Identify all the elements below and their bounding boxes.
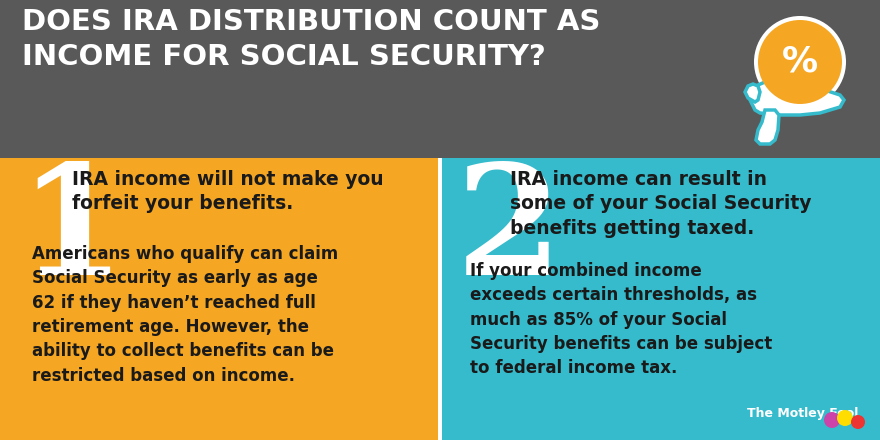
PathPatch shape <box>756 110 779 144</box>
Bar <box>441 158 880 440</box>
Text: DOES IRA DISTRIBUTION COUNT AS: DOES IRA DISTRIBUTION COUNT AS <box>22 8 600 36</box>
Circle shape <box>758 20 842 104</box>
Text: %: % <box>782 44 818 78</box>
Circle shape <box>837 410 853 426</box>
Bar <box>438 158 442 440</box>
Bar <box>0 158 440 440</box>
PathPatch shape <box>750 77 844 115</box>
Bar <box>0 0 880 158</box>
Circle shape <box>754 16 846 108</box>
Circle shape <box>824 412 840 428</box>
Text: IRA income can result in
some of your Social Security
benefits getting taxed.: IRA income can result in some of your So… <box>510 170 811 238</box>
Text: Americans who qualify can claim
Social Security as early as age
62 if they haven: Americans who qualify can claim Social S… <box>32 245 338 385</box>
Text: If your combined income
exceeds certain thresholds, as
much as 85% of your Socia: If your combined income exceeds certain … <box>470 262 773 377</box>
PathPatch shape <box>745 84 760 102</box>
Text: IRA income will not make you
forfeit your benefits.: IRA income will not make you forfeit you… <box>72 170 384 213</box>
Text: 1: 1 <box>18 158 124 307</box>
Text: INCOME FOR SOCIAL SECURITY?: INCOME FOR SOCIAL SECURITY? <box>22 43 546 71</box>
Text: 2: 2 <box>456 158 562 307</box>
Circle shape <box>851 415 865 429</box>
Text: The Motley Fool: The Motley Fool <box>746 407 858 420</box>
